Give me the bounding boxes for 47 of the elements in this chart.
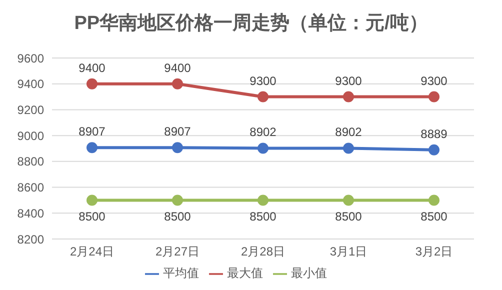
legend-label: 平均值 (163, 266, 199, 280)
data-label: 8902 (250, 125, 277, 140)
point (172, 78, 183, 90)
point (343, 194, 354, 206)
point (428, 144, 440, 156)
x-tick-label: 2月24日 (70, 244, 114, 259)
point (428, 91, 440, 102)
data-label: 8907 (164, 124, 192, 139)
legend-label: 最小值 (291, 266, 327, 280)
x-tick-label: 2月27日 (155, 244, 200, 259)
data-label: 8902 (335, 125, 362, 140)
y-tick-label: 9400 (17, 77, 44, 92)
data-label: 8500 (78, 210, 106, 224)
data-label: 9300 (335, 74, 362, 88)
data-label: 9400 (164, 60, 192, 75)
x-tick-label: 3月1日 (330, 244, 368, 259)
point (86, 194, 98, 206)
data-label: 8500 (420, 210, 448, 224)
point (258, 91, 268, 102)
data-label: 8907 (78, 124, 106, 139)
point (428, 194, 440, 206)
chart-title: PP华南地区价格一周走势（单位：元/吨） (73, 12, 429, 36)
data-label: 8889 (420, 126, 448, 141)
point (172, 142, 183, 154)
y-tick-label: 9000 (17, 128, 44, 143)
y-tick-label: 8400 (17, 206, 44, 220)
data-label: 8500 (250, 210, 277, 224)
point (86, 78, 98, 90)
data-label: 9300 (250, 74, 277, 88)
legend-label: 最大值 (227, 266, 263, 280)
data-label: 9400 (78, 60, 106, 75)
y-tick-label: 8600 (17, 180, 44, 195)
point (343, 142, 354, 154)
point (343, 91, 354, 102)
data-label: 8500 (164, 210, 192, 224)
y-tick-label: 8800 (17, 154, 44, 169)
y-tick-label: 8200 (17, 232, 44, 246)
y-tick-label: 9200 (17, 102, 44, 117)
point (172, 194, 183, 206)
y-tick-label: 9600 (17, 51, 44, 66)
point (258, 194, 268, 206)
data-label: 9300 (420, 74, 448, 88)
point (86, 142, 98, 154)
x-tick-label: 3月2日 (415, 244, 453, 259)
x-tick-label: 2月28日 (240, 244, 286, 259)
data-label: 8500 (335, 210, 362, 224)
point (258, 142, 268, 154)
